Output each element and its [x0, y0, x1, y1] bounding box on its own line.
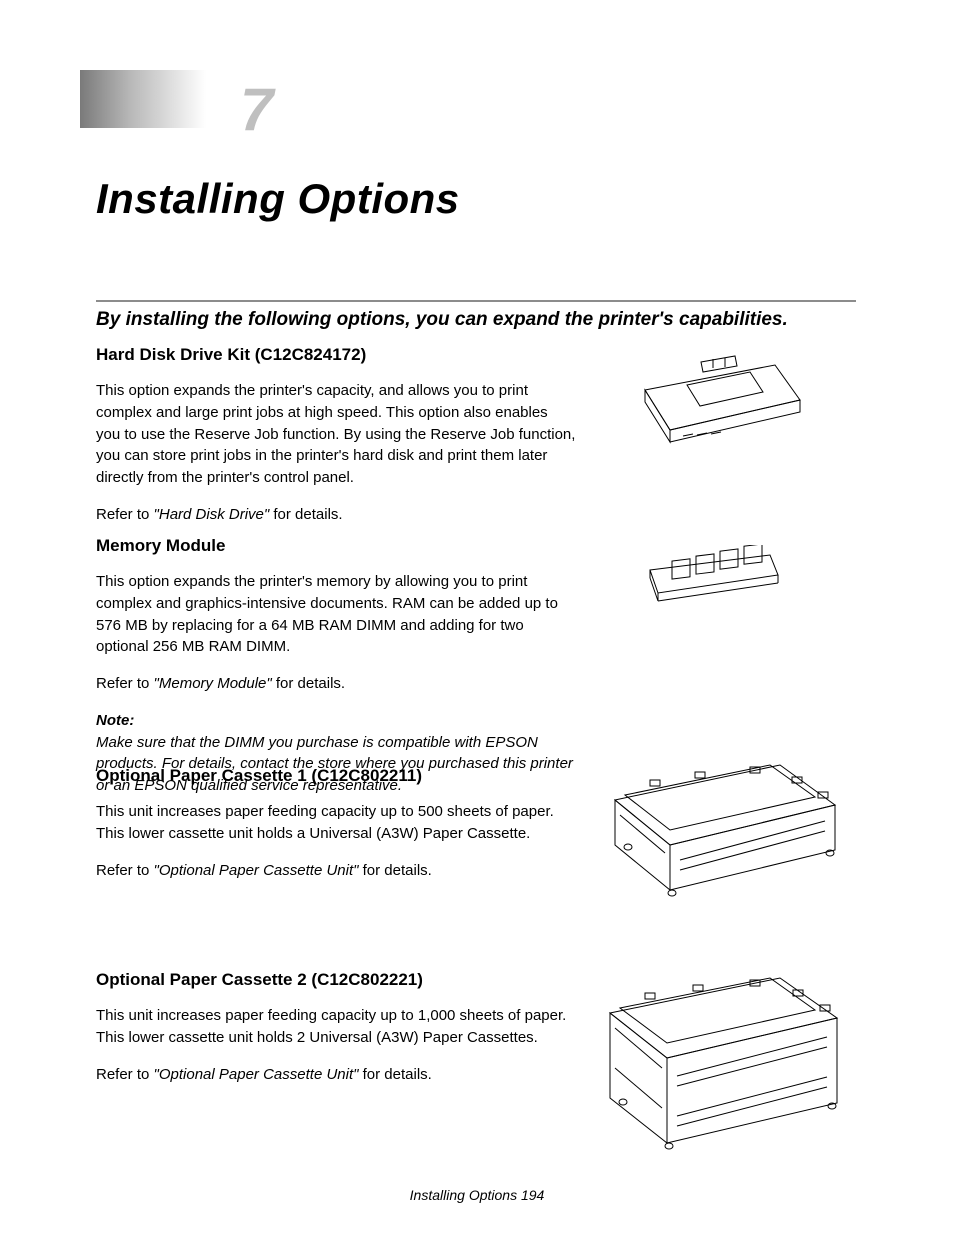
paper-cassette-single-icon [580, 745, 860, 915]
chapter-title: Installing Options [96, 175, 460, 223]
intro-text: By installing the following options, you… [96, 309, 856, 331]
hdd-ref: Refer to "Hard Disk Drive" for details. [96, 504, 576, 526]
page-footer: Installing Options 194 [0, 1187, 954, 1203]
memory-ref-c: for details. [272, 675, 345, 692]
memory-title: Memory Module [96, 536, 576, 556]
hdd-body: This option expands the printer's capaci… [96, 380, 576, 489]
hdd-title: Hard Disk Drive Kit (C12C824172) [96, 345, 576, 365]
cassette1-title: Optional Paper Cassette 1 (C12C802211) [96, 766, 576, 786]
chapter-header-block [80, 70, 206, 128]
hdd-ref-c: for details. [269, 506, 342, 523]
chapter-number: 7 [240, 75, 272, 144]
cassette2-illustration [575, 958, 865, 1163]
cassette1-ref-c: for details. [358, 862, 431, 879]
paper-cassette-double-icon [575, 958, 865, 1163]
cassette1-ref: Refer to "Optional Paper Cassette Unit" … [96, 860, 576, 882]
memory-module-icon [640, 545, 790, 615]
memory-body: This option expands the printer's memory… [96, 571, 576, 658]
hdd-icon [615, 350, 815, 470]
cassette2-ref: Refer to "Optional Paper Cassette Unit" … [96, 1064, 576, 1086]
memory-ref: Refer to "Memory Module" for details. [96, 673, 576, 695]
horizontal-rule [96, 300, 856, 302]
hdd-link[interactable]: "Hard Disk Drive" [154, 506, 270, 523]
cassette2-body: This unit increases paper feeding capaci… [96, 1005, 576, 1049]
hdd-illustration [615, 350, 815, 470]
cassette2-link[interactable]: "Optional Paper Cassette Unit" [154, 1066, 359, 1083]
hdd-text: This option expands the printer's capaci… [96, 382, 575, 486]
memory-link[interactable]: "Memory Module" [154, 675, 272, 692]
memory-illustration [640, 545, 790, 615]
cassette1-illustration [580, 745, 860, 915]
memory-ref-a: Refer to [96, 675, 154, 692]
cassette2-ref-c: for details. [358, 1066, 431, 1083]
memory-note-label: Note: [96, 712, 134, 729]
hdd-ref-a: Refer to [96, 506, 154, 523]
cassette1-ref-a: Refer to [96, 862, 154, 879]
cassette2-ref-a: Refer to [96, 1066, 154, 1083]
cassette2-title: Optional Paper Cassette 2 (C12C802221) [96, 970, 576, 990]
cassette1-body: This unit increases paper feeding capaci… [96, 801, 576, 845]
cassette1-link[interactable]: "Optional Paper Cassette Unit" [154, 862, 359, 879]
